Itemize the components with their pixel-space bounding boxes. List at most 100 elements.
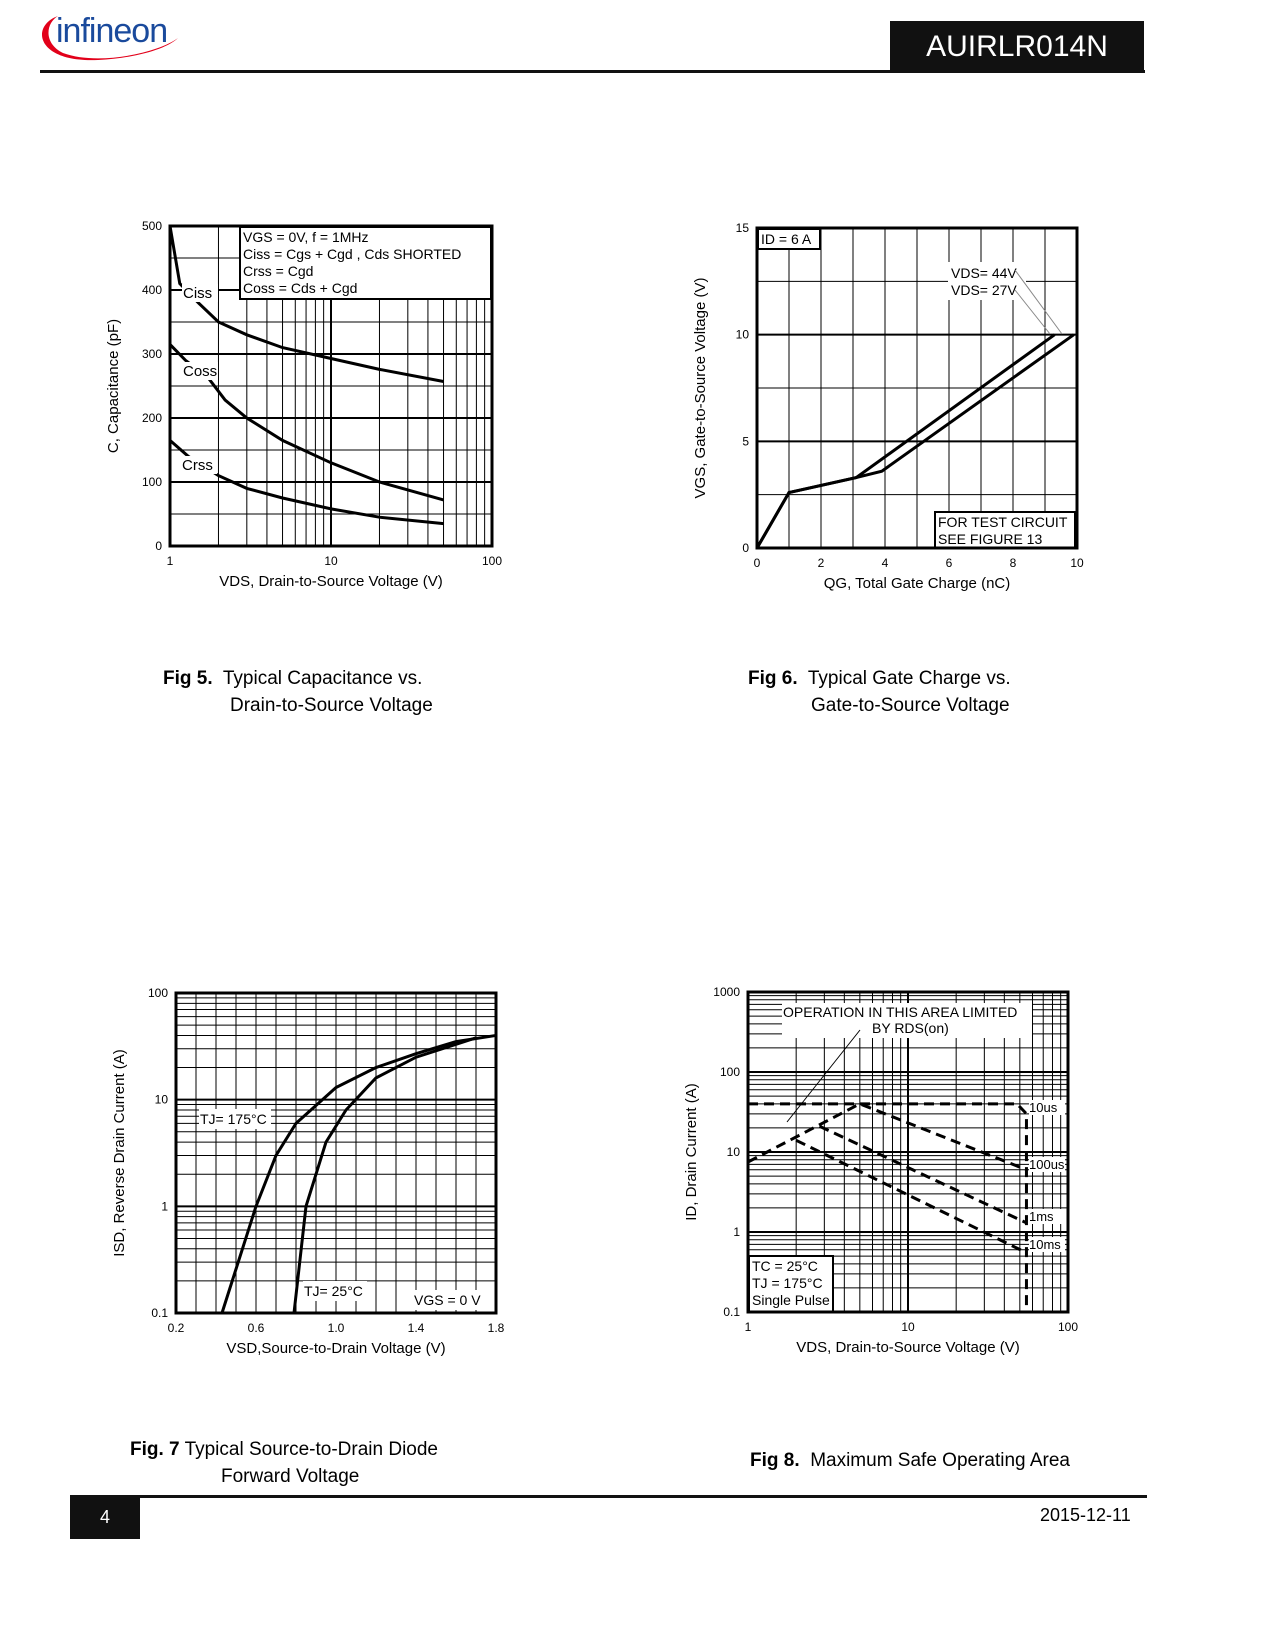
leader-line <box>1014 269 1063 335</box>
series-label: Ciss <box>183 285 212 302</box>
y-tick-label: 10 <box>736 328 750 342</box>
series-label-bg <box>182 284 218 302</box>
plot-frame <box>174 991 498 1315</box>
caption-num: Fig. 7 <box>130 1439 180 1460</box>
x-tick-label: 1.8 <box>488 1321 505 1335</box>
series-label: VGS = 0 V <box>414 1292 481 1308</box>
y-tick-label: 300 <box>142 347 162 361</box>
y-axis-label: ID, Drain Current (A) <box>683 1083 700 1221</box>
series-label-bg <box>303 1281 367 1301</box>
series-line-tj175c <box>220 1033 497 1314</box>
caption-line: Maximum Safe Operating Area <box>810 1450 1070 1471</box>
conditions-note: TJ = 175°C <box>752 1275 823 1291</box>
plot-frame <box>168 224 494 548</box>
leader-line <box>1014 289 1051 335</box>
y-tick-label: 1000 <box>713 985 740 999</box>
y-tick-label: 0.1 <box>723 1305 740 1319</box>
test-condition: ID = 6 A <box>761 231 812 247</box>
y-tick-label: 0 <box>155 539 162 553</box>
x-tick-label: 6 <box>946 556 953 570</box>
x-axis-label: VSD,Source-to-Drain Voltage (V) <box>226 1340 445 1357</box>
series-label-bg <box>1029 1237 1065 1252</box>
x-tick-label: 8 <box>1010 556 1017 570</box>
caption-line: Typical Source-to-Drain Diode <box>184 1439 439 1460</box>
x-tick-label: 1.4 <box>408 1321 425 1335</box>
plot-frame <box>755 226 1079 550</box>
series-label: 10ms <box>1029 1237 1061 1252</box>
legend-note: Crss = Cgd <box>243 263 313 279</box>
y-tick-label: 10 <box>727 1145 741 1159</box>
series-label-bg <box>948 262 1026 300</box>
series-label-bg <box>182 362 218 380</box>
y-tick-label: 100 <box>142 475 162 489</box>
series-label: VDS= 27V <box>951 282 1017 298</box>
y-tick-label: 500 <box>142 219 162 233</box>
series-label: Crss <box>182 457 213 474</box>
legend-note: Ciss = Cgs + Cgd , Cds SHORTED <box>243 246 461 262</box>
series-line-10us <box>748 1102 1028 1312</box>
y-tick-label: 100 <box>720 1065 740 1079</box>
leader-line <box>786 1029 861 1123</box>
y-tick-label: 0.1 <box>151 1306 168 1320</box>
caption-line: Typical Capacitance vs. <box>222 668 423 689</box>
part-number: AUIRLR014N <box>890 21 1144 72</box>
x-tick-label: 4 <box>882 556 889 570</box>
x-tick-label: 1.0 <box>328 1321 345 1335</box>
series-line-vds44v <box>755 333 1075 549</box>
series-label: 1ms <box>1029 1209 1054 1224</box>
y-tick-label: 200 <box>142 411 162 425</box>
caption-line: Drain-to-Source Voltage <box>230 695 433 716</box>
limit-note: OPERATION IN THIS AREA LIMITED <box>783 1004 1017 1020</box>
y-tick-label: 15 <box>736 221 750 235</box>
x-tick-label: 2 <box>818 556 825 570</box>
series-label: Coss <box>183 363 217 380</box>
caption-fig8: Fig 8. Maximum Safe Operating Area <box>750 1447 1070 1474</box>
x-tick-label: 1 <box>167 554 174 568</box>
limit-note: BY RDS(on) <box>872 1020 949 1036</box>
series-line-tj25c <box>292 1036 477 1314</box>
series-label-bg <box>1029 1100 1065 1115</box>
test-circuit-note: FOR TEST CIRCUIT <box>938 514 1068 530</box>
y-tick-label: 1 <box>161 1199 168 1213</box>
series-label-bg <box>181 456 217 474</box>
brand-name: infineon <box>56 12 168 50</box>
series-label-bg <box>1029 1209 1065 1224</box>
page-number: 4 <box>70 1497 140 1539</box>
revision-date: 2015-12-11 <box>1040 1505 1131 1525</box>
header-divider <box>40 70 1145 73</box>
legend-note: VGS = 0V, f = 1MHz <box>243 229 369 245</box>
x-tick-label: 10 <box>901 1320 915 1334</box>
series-label-bg <box>413 1290 485 1310</box>
series-label: VDS= 44V <box>951 265 1017 281</box>
test-circuit-note: SEE FIGURE 13 <box>938 531 1042 547</box>
x-axis-label: VDS, Drain-to-Source Voltage (V) <box>219 573 442 590</box>
y-tick-label: 100 <box>148 986 168 1000</box>
caption-num: Fig 5. <box>163 668 213 689</box>
series-label-bg <box>1029 1157 1065 1172</box>
conditions-note: Single Pulse <box>752 1292 830 1308</box>
y-axis-label: ISD, Reverse Drain Current (A) <box>111 1049 128 1257</box>
series-line-100us <box>747 1102 1028 1172</box>
y-tick-label: 0 <box>742 541 749 555</box>
series-label: TJ= 175°C <box>200 1111 267 1127</box>
conditions-note: TC = 25°C <box>752 1258 818 1274</box>
y-tick-label: 1 <box>733 1225 740 1239</box>
caption-num: Fig 6. <box>748 668 798 689</box>
x-tick-label: 1 <box>745 1320 752 1334</box>
series-label-bg <box>199 1109 271 1129</box>
series-line-1ms <box>818 1124 1028 1225</box>
x-axis-label: VDS, Drain-to-Source Voltage (V) <box>796 1339 1019 1356</box>
x-tick-label: 0.6 <box>248 1321 265 1335</box>
x-tick-label: 100 <box>482 554 502 568</box>
y-tick-label: 5 <box>742 434 749 448</box>
x-tick-label: 0 <box>754 556 761 570</box>
x-tick-label: 100 <box>1058 1320 1078 1334</box>
y-axis-label: C, Capacitance (pF) <box>105 319 122 453</box>
series-line-10ms <box>795 1138 1028 1255</box>
caption-line: Gate-to-Source Voltage <box>811 695 1010 716</box>
caption-fig7: Fig. 7 Typical Source-to-Drain Diode Forw… <box>130 1436 438 1490</box>
plot-frame <box>746 990 1070 1314</box>
y-tick-label: 10 <box>155 1093 169 1107</box>
x-axis-label: QG, Total Gate Charge (nC) <box>824 575 1010 592</box>
